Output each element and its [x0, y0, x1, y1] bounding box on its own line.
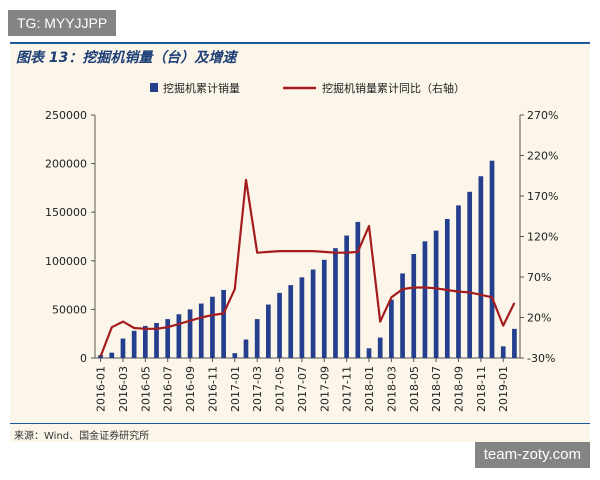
x-tick-label: 2017-05: [274, 366, 287, 412]
bar: [165, 319, 171, 358]
y-left-tick-label: 200000: [45, 158, 87, 171]
y-left-tick-label: 0: [80, 352, 87, 365]
legend-bar-swatch: [150, 83, 158, 92]
y-right-tick-label: 70%: [527, 271, 551, 284]
bar: [187, 309, 193, 358]
bar: [198, 303, 204, 358]
y-right-tick-label: 270%: [527, 109, 558, 122]
bar: [422, 241, 428, 358]
bar: [478, 176, 484, 358]
bar: [277, 292, 282, 358]
bar: [512, 328, 517, 358]
x-tick-label: 2017-09: [318, 366, 331, 412]
bar: [400, 273, 405, 358]
x-tick-label: 2016-01: [95, 366, 108, 412]
x-tick-label: 2016-11: [206, 366, 219, 412]
y-right-tick-label: 220%: [527, 150, 558, 163]
growth-line: [99, 178, 516, 357]
title-rule: [10, 42, 590, 44]
watermark-bottom: team-zoty.com: [474, 442, 590, 468]
legend-bar-label: 挖掘机累计销量: [163, 81, 240, 95]
bar: [142, 325, 148, 358]
y-right-tick-label: 120%: [527, 231, 558, 244]
bar: [98, 355, 103, 358]
source-rule: [10, 423, 590, 424]
x-tick-label: 2018-01: [363, 366, 376, 412]
x-tick-label: 2018-09: [452, 366, 465, 412]
bar: [232, 353, 238, 358]
bar: [489, 160, 495, 358]
bar: [444, 219, 450, 358]
line-series: [99, 178, 516, 357]
source-note: 来源：Wind、国金证券研究所: [14, 431, 150, 442]
bar: [266, 304, 271, 358]
x-tick-label: 2017-11: [341, 366, 354, 412]
y-right-tick-label: -30%: [527, 352, 555, 365]
bar: [433, 230, 439, 358]
watermark-top: TG: MYYJJPP: [8, 10, 117, 36]
y-left-tick-label: 250000: [45, 109, 87, 122]
bar: [120, 338, 126, 358]
chart-title: 图表 13：挖掘机销量（台）及增速: [16, 50, 237, 66]
bar: [355, 221, 361, 358]
x-tick-label: 2017-03: [251, 366, 264, 412]
bar: [254, 319, 260, 358]
bar: [131, 330, 137, 358]
y-left-tick-label: 50000: [52, 303, 87, 316]
y-left-tick-label: 150000: [45, 206, 87, 219]
x-tick-label: 2017-07: [296, 366, 309, 412]
bar: [344, 235, 349, 358]
y-right-tick-label: 20%: [527, 312, 551, 325]
bar: [210, 296, 215, 358]
bar: [467, 191, 473, 358]
x-tick-label: 2018-07: [430, 366, 443, 412]
y-left-tick-label: 100000: [45, 255, 87, 268]
axes: 0 50000 100000 150000 200000 250000 -30% 20% 70%…: [45, 109, 558, 412]
bar: [456, 205, 461, 358]
x-tick-label: 2017-01: [229, 366, 242, 412]
bar: [154, 323, 159, 358]
bar-series: [98, 160, 517, 358]
y-right-tick-label: 170%: [527, 190, 558, 203]
x-tick-label: 2016-09: [184, 366, 197, 412]
bar: [299, 277, 305, 358]
bar: [411, 253, 417, 358]
x-tick-label: 2016-07: [162, 366, 175, 412]
x-tick-label: 2018-03: [385, 366, 398, 412]
x-tick-label: 2016-03: [117, 366, 130, 412]
bar: [310, 269, 316, 358]
legend: 挖掘机累计销量 挖掘机销量累计同比（右轴）: [150, 81, 465, 95]
bar: [500, 346, 506, 358]
x-tick-label: 2018-11: [475, 366, 488, 412]
bar: [377, 337, 383, 358]
bar: [288, 285, 294, 358]
legend-line-label: 挖掘机销量累计同比（右轴）: [322, 81, 465, 95]
bar: [221, 289, 226, 358]
x-tick-label: 2016-05: [139, 366, 152, 412]
bar: [176, 314, 182, 358]
x-tick-label: 2019-01: [497, 366, 510, 412]
x-tick-label: 2018-05: [408, 366, 421, 412]
bar: [389, 299, 394, 358]
bar: [109, 352, 115, 358]
bar: [366, 348, 372, 358]
bar: [321, 259, 327, 358]
bar: [333, 248, 338, 358]
bar: [243, 339, 249, 358]
